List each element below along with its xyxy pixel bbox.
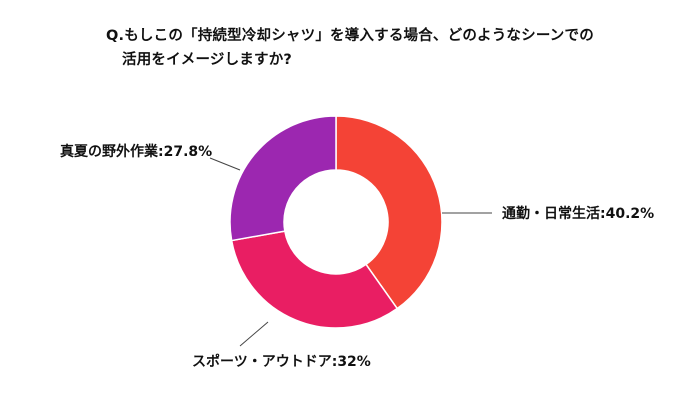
donut-slice [229, 115, 337, 242]
question-line-2: 活用をイメージしますか? [122, 52, 293, 68]
slice-label: 通勤・日常生活:40.2% [502, 205, 654, 222]
question-line-1: Q.もしこの「持続型冷却シャツ」を導入する場合、どのようなシーンでの [106, 28, 594, 44]
slice-label: スポーツ・アウトドア:32% [192, 353, 371, 370]
leader-line [209, 157, 241, 171]
donut-slice [230, 230, 399, 329]
leader-line [239, 321, 269, 347]
donut-slice [335, 115, 443, 310]
chart-question: Q.もしこの「持続型冷却シャツ」を導入する場合、どのようなシーンでの 活用をイメ… [106, 24, 594, 72]
slice-label: 真夏の野外作業:27.8% [60, 143, 212, 160]
